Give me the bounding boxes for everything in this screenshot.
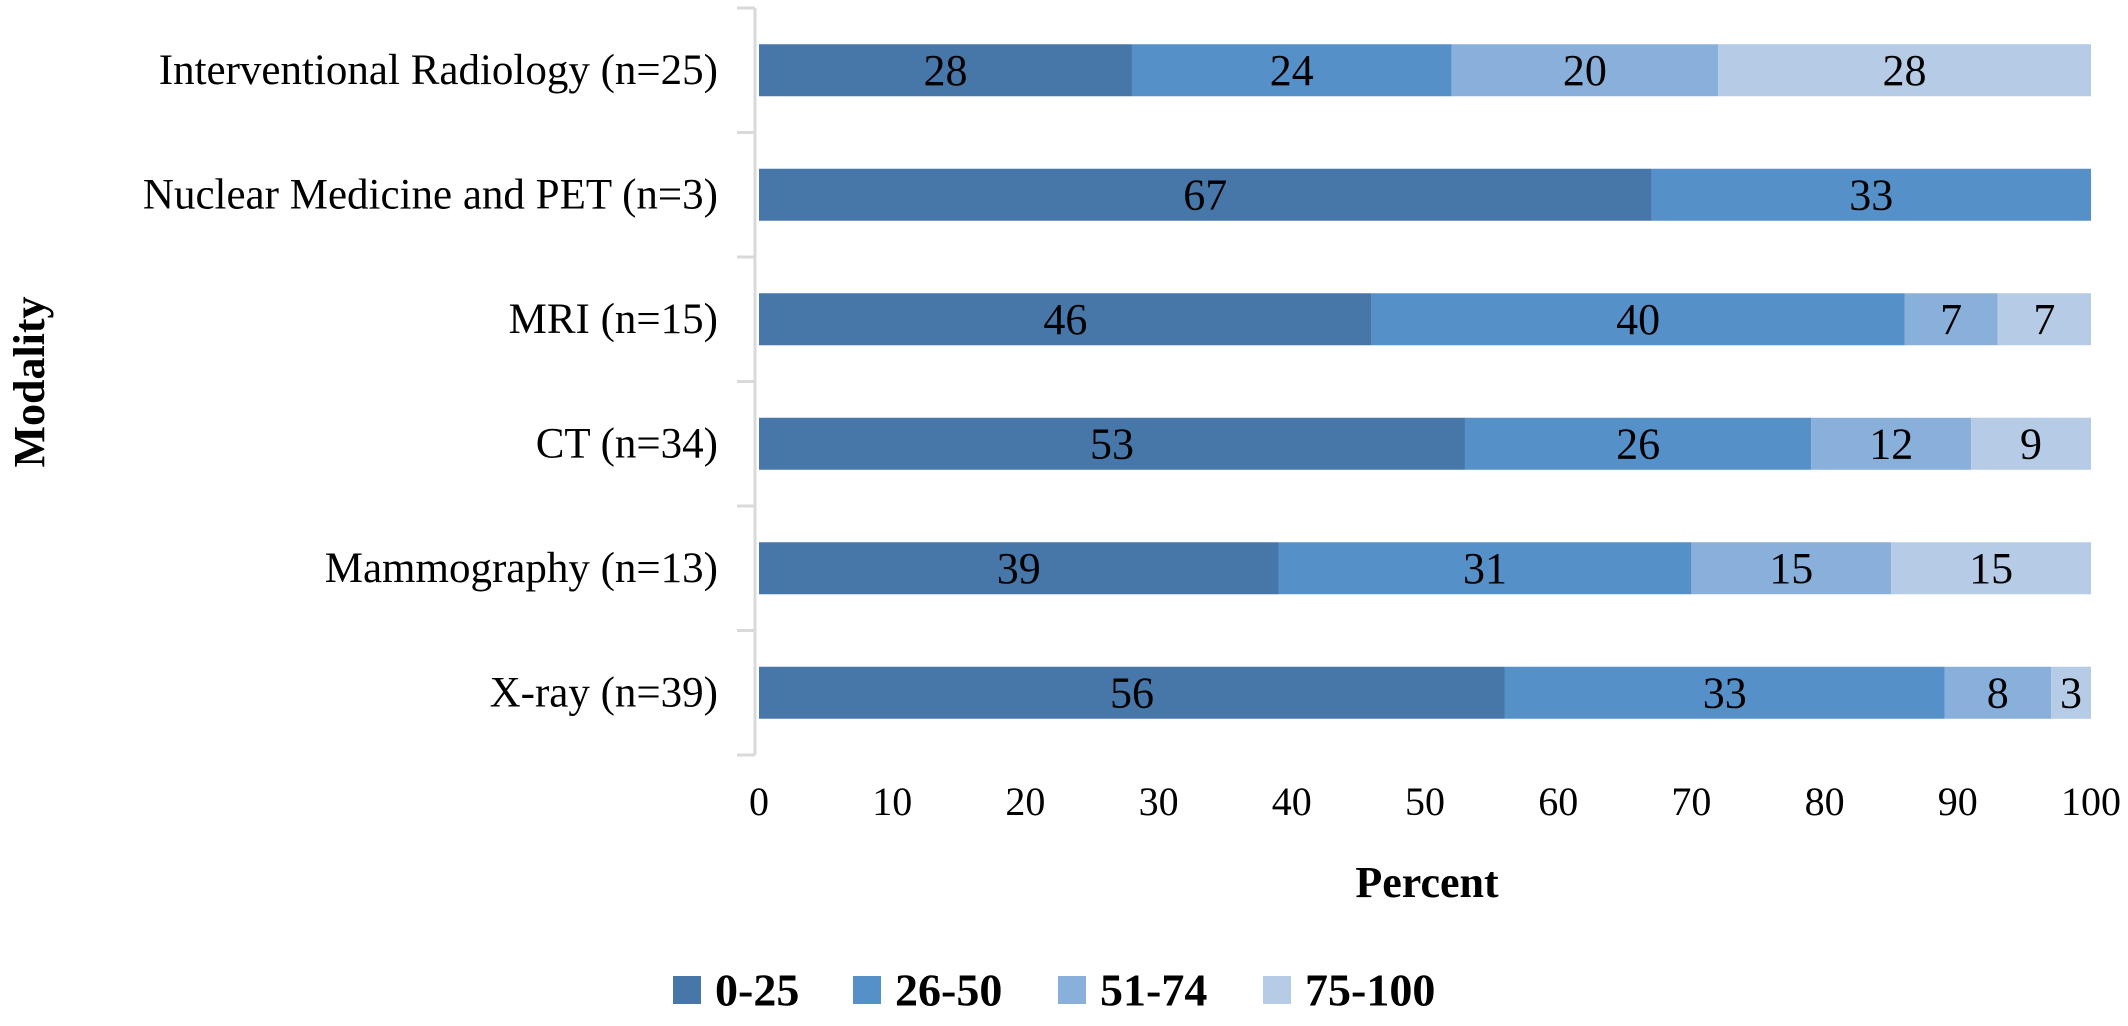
data-label: 26	[1616, 419, 1660, 468]
legend: 0-25 26-50 51-74 75-100	[673, 965, 1435, 1016]
legend-label: 0-25	[715, 965, 799, 1016]
data-label: 56	[1110, 668, 1154, 717]
data-label: 33	[1849, 170, 1893, 219]
legend-swatch-0-25	[673, 976, 701, 1004]
data-label: 24	[1270, 46, 1314, 95]
bar-segment-51-74	[1691, 542, 1892, 595]
data-label: 33	[1703, 668, 1747, 717]
data-label: 15	[1769, 544, 1813, 593]
x-tick-label: 100	[2061, 779, 2121, 824]
bar-segment-51-74	[1811, 417, 1972, 470]
axis-layer	[737, 6, 757, 757]
bar-segment-51-74	[1904, 293, 1998, 346]
x-axis-title: Percent	[1355, 858, 1499, 907]
data-label: 3	[2060, 668, 2082, 717]
x-tick-label: 0	[749, 779, 769, 824]
bar-segment-26-50	[1278, 542, 1692, 595]
category-label: Mammography (n=13)	[325, 545, 718, 592]
bar-segment-26-50	[1131, 44, 1452, 97]
legend-label: 75-100	[1305, 965, 1435, 1016]
data-label: 9	[2020, 419, 2042, 468]
category-label: MRI (n=15)	[509, 296, 718, 343]
data-label: 28	[923, 46, 967, 95]
x-tick-label: 40	[1272, 779, 1312, 824]
bar-segment-0-25	[759, 417, 1465, 470]
bars-layer: 28 24 20 28 67 33 46 40 7 7 53 26 12 9 39 31 15 15 56 33 8 3	[759, 44, 2091, 719]
data-label: 8	[1987, 668, 2009, 717]
x-tick-label: 20	[1005, 779, 1045, 824]
data-label: 20	[1563, 46, 1607, 95]
y-axis-title: Modality	[5, 296, 54, 467]
data-label: 12	[1869, 419, 1913, 468]
bar-segment-51-74	[1451, 44, 1719, 97]
data-label: 67	[1183, 170, 1227, 219]
bar-segment-26-50	[1371, 293, 1905, 346]
data-label: 28	[1883, 46, 1927, 95]
x-tick-label: 10	[872, 779, 912, 824]
x-tick-label: 30	[1139, 779, 1179, 824]
category-label: Interventional Radiology (n=25)	[159, 47, 718, 94]
data-label: 53	[1090, 419, 1134, 468]
bar-segment-75-100	[1971, 417, 2091, 470]
category-label: Nuclear Medicine and PET (n=3)	[143, 171, 718, 218]
category-label: CT (n=34)	[536, 420, 718, 467]
bar-segment-75-100	[1997, 293, 2091, 346]
x-tick-label: 50	[1405, 779, 1445, 824]
bar-segment-26-50	[1504, 666, 1945, 719]
bar-segment-75-100	[1718, 44, 2091, 97]
legend-label: 26-50	[895, 965, 1002, 1016]
legend-swatch-26-50	[853, 976, 881, 1004]
legend-label: 51-74	[1100, 965, 1207, 1016]
data-label: 7	[2033, 295, 2055, 344]
x-tick-label: 60	[1538, 779, 1578, 824]
x-tick-label: 70	[1671, 779, 1711, 824]
bar-segment-75-100	[1891, 542, 2091, 595]
x-tick-label: 80	[1805, 779, 1845, 824]
data-label: 31	[1463, 544, 1507, 593]
category-labels: Interventional Radiology (n=25) Nuclear M…	[143, 47, 718, 717]
x-tick-labels: 0 10 20 30 40 50 60 70 80 90 100	[749, 779, 2121, 824]
bar-segment-0-25	[759, 542, 1279, 595]
bar-segment-26-50	[1651, 168, 2091, 221]
bar-segment-0-25	[759, 666, 1505, 719]
data-label: 7	[1940, 295, 1962, 344]
bar-segment-0-25	[759, 293, 1372, 346]
bar-segment-26-50	[1464, 417, 1812, 470]
legend-swatch-75-100	[1263, 976, 1291, 1004]
bar-segment-51-74	[1944, 666, 2052, 719]
data-label: 46	[1043, 295, 1087, 344]
legend-swatch-51-74	[1058, 976, 1086, 1004]
bar-segment-0-25	[759, 168, 1652, 221]
data-label: 40	[1616, 295, 1660, 344]
data-label: 15	[1969, 544, 2013, 593]
category-label: X-ray (n=39)	[490, 669, 718, 716]
data-label: 39	[997, 544, 1041, 593]
bar-segment-75-100	[2051, 666, 2091, 719]
x-tick-label: 90	[1938, 779, 1978, 824]
bar-segment-0-25	[759, 44, 1132, 97]
